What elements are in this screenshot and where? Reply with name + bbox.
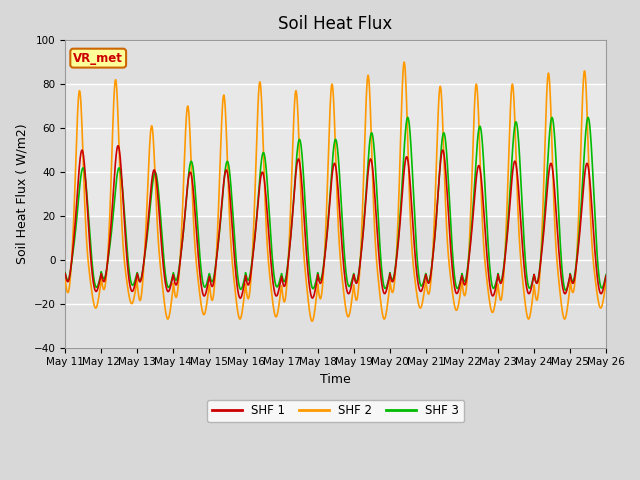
SHF 2 (592, 281, 600, 287)
SHF 1 (592, 259, 600, 264)
SHF 1 (602, 273, 610, 279)
SHF 1 (123, 257, 131, 263)
SHF 3 (562, 288, 570, 293)
Line: SHF 1: SHF 1 (65, 146, 606, 298)
SHF 2 (401, 60, 408, 65)
Bar (65, 84, 606, 216)
SHF 3 (404, 115, 412, 120)
Text: VR_met: VR_met (73, 52, 123, 65)
SHF 3 (155, 193, 163, 199)
SHF 1 (269, 279, 276, 285)
SHF 1 (292, 166, 300, 171)
SHF 3 (592, 229, 600, 235)
SHF 3 (534, 279, 541, 285)
Title: Soil Heat Flux: Soil Heat Flux (278, 15, 393, 33)
SHF 2 (534, 296, 541, 301)
SHF 3 (602, 272, 610, 277)
Line: SHF 2: SHF 2 (65, 62, 606, 321)
SHF 3 (61, 270, 69, 276)
SHF 2 (155, 247, 163, 252)
SHF 1 (236, 295, 244, 301)
SHF 2 (308, 318, 316, 324)
X-axis label: Time: Time (320, 373, 351, 386)
SHF 2 (269, 298, 276, 304)
SHF 2 (123, 278, 131, 284)
SHF 1 (534, 279, 541, 285)
Y-axis label: Soil Heat Flux ( W/m2): Soil Heat Flux ( W/m2) (15, 123, 28, 264)
SHF 3 (269, 258, 276, 264)
SHF 1 (114, 143, 122, 149)
SHF 3 (292, 162, 300, 168)
SHF 3 (123, 243, 131, 249)
SHF 2 (292, 88, 300, 94)
SHF 2 (602, 279, 610, 285)
Line: SHF 3: SHF 3 (65, 118, 606, 290)
SHF 1 (61, 271, 69, 276)
SHF 2 (61, 277, 69, 283)
Legend: SHF 1, SHF 2, SHF 3: SHF 1, SHF 2, SHF 3 (207, 400, 464, 422)
SHF 1 (156, 210, 163, 216)
